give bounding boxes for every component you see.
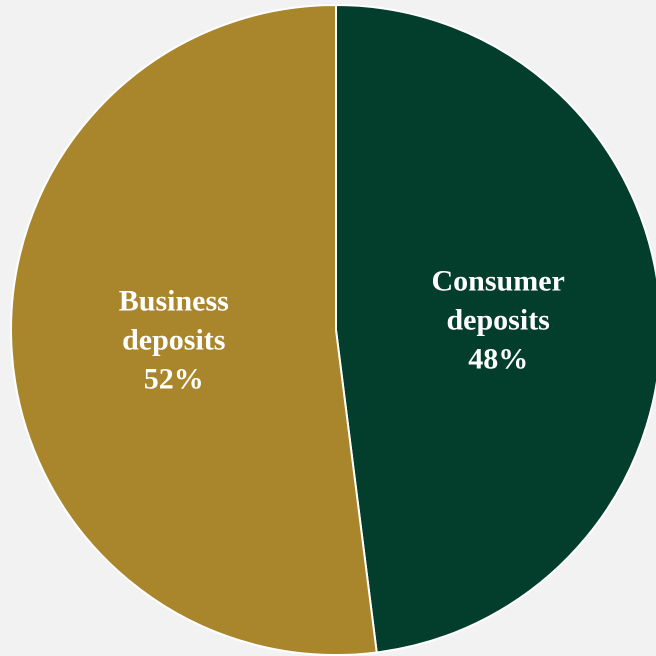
slice-value-label: 48% [468,342,529,376]
slice-label-line2: deposits [122,323,226,357]
slice-label-line2: deposits [446,303,550,337]
slice-label-business-deposits: Business deposits 52% [119,282,229,399]
slice-label-line1: Business [118,284,229,318]
slice-label-line1: Consumer [431,264,565,298]
slice-value-label: 52% [143,362,204,396]
pie-slice-consumer-deposits [335,3,656,654]
slice-label-consumer-deposits: Consumer deposits 48% [432,261,565,378]
pie-slice-business-deposits [10,3,378,656]
